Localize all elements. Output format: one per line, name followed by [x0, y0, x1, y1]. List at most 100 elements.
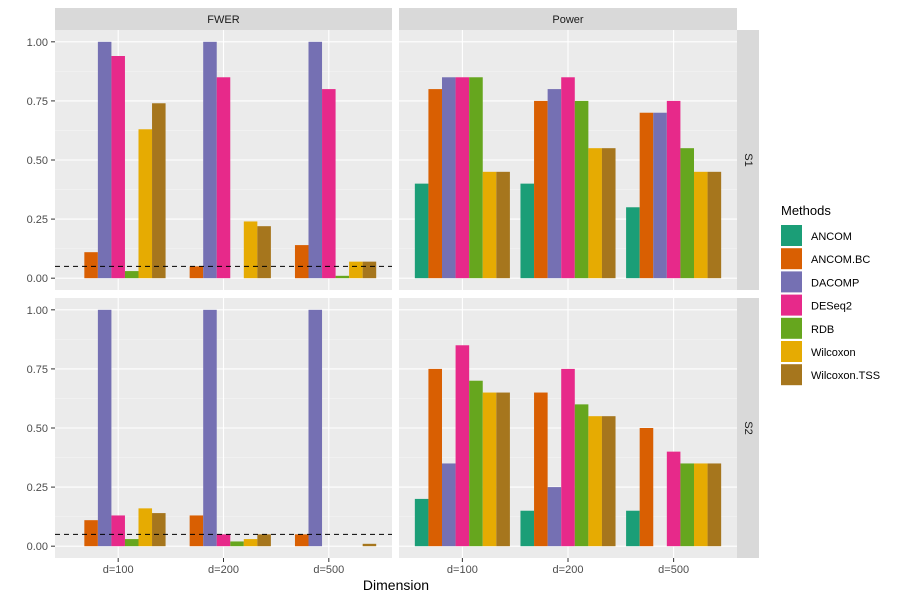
- bar-s1-power-d200-ancom-bc: [534, 100, 548, 279]
- bar-s2-power-d500-ancom: [626, 510, 640, 547]
- x-tick-label-fwer: d=100: [103, 564, 134, 576]
- bar-s1-fwer-d200-dacomp: [203, 41, 217, 279]
- facet-strip-s1: [737, 30, 759, 290]
- bar-s1-power-d200-wilcoxon: [588, 148, 602, 279]
- bar-s1-fwer-d100-deseq2: [111, 56, 125, 279]
- bar-s2-fwer-d200-wilcoxon: [243, 539, 258, 547]
- x-axis-title: Dimension: [363, 577, 429, 593]
- x-tick-label-power: d=500: [658, 564, 689, 576]
- legend-title: Methods: [781, 203, 831, 218]
- y-tick-label-s2: 0.50: [27, 423, 48, 435]
- bar-s2-fwer-d100-dacomp: [97, 309, 112, 547]
- bar-s2-power-d500-wilcoxon: [693, 463, 708, 547]
- bar-s2-power-d100-deseq2: [455, 345, 470, 547]
- legend-key-dacomp: [781, 271, 802, 293]
- bar-s1-power-d100-ancom-bc: [428, 89, 443, 279]
- bar-s1-power-d100-wilcoxon-tss: [496, 171, 510, 279]
- bar-s2-power-d100-ancom: [414, 498, 429, 547]
- facet-strip-label-s1: S1: [742, 153, 754, 166]
- y-tick-label-s2: 0.75: [27, 364, 48, 376]
- bar-s1-fwer-d500-wilcoxon: [349, 261, 363, 279]
- bar-s1-fwer-d500-wilcoxon-tss: [362, 261, 377, 279]
- y-tick-label-s1: 0.50: [27, 155, 48, 167]
- bar-s1-power-d100-deseq2: [455, 77, 470, 279]
- bar-s2-power-d200-dacomp: [547, 487, 562, 547]
- y-tick-label-s2: 0.25: [27, 482, 48, 494]
- legend-label-wilcoxon: Wilcoxon: [811, 347, 856, 359]
- bar-s2-power-d200-wilcoxon-tss: [601, 416, 616, 547]
- bar-s1-power-d200-rdb: [574, 100, 589, 279]
- bar-s2-fwer-d100-deseq2: [111, 515, 125, 547]
- bar-s2-power-d500-ancom-bc: [639, 428, 654, 547]
- facet-strip-power: [399, 8, 737, 30]
- bar-s2-fwer-d100-rdb: [124, 539, 139, 547]
- bar-s2-fwer-d200-deseq2: [216, 534, 231, 547]
- y-tick-label-s2: 1.00: [27, 305, 48, 317]
- bar-s1-fwer-d100-wilcoxon-tss: [152, 103, 166, 279]
- y-tick-label-s1: 1.00: [27, 37, 48, 49]
- bar-s2-power-d500-wilcoxon-tss: [707, 463, 722, 547]
- bar-s1-fwer-d500-ancom-bc: [294, 245, 309, 279]
- legend-label-dacomp: DACOMP: [811, 277, 859, 289]
- y-tick-label-s2: 0.00: [27, 541, 48, 553]
- legend-label-ancom-bc: ANCOM.BC: [811, 254, 870, 266]
- x-tick-label-fwer: d=200: [208, 564, 239, 576]
- bar-s1-fwer-d500-rdb: [335, 275, 350, 279]
- bar-s1-power-d500-wilcoxon: [693, 171, 708, 279]
- bar-s1-power-d100-wilcoxon: [482, 171, 497, 279]
- bar-s2-fwer-d100-wilcoxon-tss: [152, 513, 166, 547]
- bar-s1-power-d100-ancom: [414, 183, 429, 279]
- bar-s2-fwer-d200-rdb: [230, 541, 244, 547]
- bar-s1-power-d100-rdb: [469, 77, 483, 279]
- bar-s2-power-d500-rdb: [680, 463, 694, 547]
- legend-key-deseq2: [781, 294, 802, 316]
- bar-s2-power-d200-ancom: [520, 510, 535, 547]
- legend-label-ancom: ANCOM: [811, 231, 852, 243]
- y-tick-label-s1: 0.75: [27, 96, 48, 108]
- bar-s1-fwer-d100-ancom-bc: [84, 252, 98, 279]
- y-tick-label-s1: 0.00: [27, 273, 48, 285]
- x-tick-label-power: d=100: [447, 564, 478, 576]
- bar-s2-power-d200-rdb: [574, 404, 589, 547]
- facet-strip-label-power: Power: [552, 14, 584, 26]
- legend-label-deseq2: DESeq2: [811, 301, 852, 313]
- legend-label-rdb: RDB: [811, 324, 834, 336]
- legend-key-ancom: [781, 225, 802, 246]
- bar-s1-power-d200-ancom: [520, 183, 535, 279]
- bar-s1-fwer-d100-rdb: [124, 271, 139, 279]
- bar-s2-power-d500-deseq2: [666, 451, 681, 547]
- bar-s2-fwer-d500-dacomp: [308, 309, 323, 547]
- bar-s1-fwer-d500-deseq2: [322, 89, 336, 279]
- bar-s2-power-d100-wilcoxon: [482, 392, 497, 547]
- bar-s1-fwer-d500-dacomp: [308, 41, 323, 279]
- bar-s1-fwer-d200-wilcoxon-tss: [257, 226, 271, 279]
- bar-s1-fwer-d100-dacomp: [97, 41, 112, 279]
- bar-s2-power-d200-ancom-bc: [534, 392, 548, 547]
- x-tick-label-fwer: d=500: [313, 564, 344, 576]
- bar-s2-fwer-d200-ancom-bc: [189, 515, 204, 547]
- bar-s2-fwer-d100-ancom-bc: [84, 520, 98, 547]
- legend-key-ancom-bc: [781, 248, 802, 270]
- legend-key-wilcoxon: [781, 341, 802, 362]
- bar-s1-power-d500-wilcoxon-tss: [707, 171, 722, 279]
- bar-s2-power-d100-wilcoxon-tss: [496, 392, 510, 547]
- facet-strip-s2: [737, 298, 759, 558]
- bar-s1-fwer-d100-wilcoxon: [138, 129, 153, 279]
- bar-s2-power-d200-deseq2: [561, 368, 575, 547]
- bar-s1-power-d200-dacomp: [547, 89, 562, 279]
- bar-s2-fwer-d500-wilcoxon-tss: [362, 543, 377, 547]
- bar-s2-fwer-d200-dacomp: [203, 309, 217, 547]
- legend-label-wilcoxon-tss: Wilcoxon.TSS: [811, 370, 880, 382]
- legend-key-rdb: [781, 317, 802, 339]
- legend-key-wilcoxon-tss: [781, 364, 802, 386]
- bar-s1-fwer-d200-deseq2: [216, 77, 231, 279]
- bar-s2-power-d200-wilcoxon: [588, 416, 602, 547]
- y-tick-label-s1: 0.25: [27, 214, 48, 226]
- facet-strip-fwer: [55, 8, 392, 30]
- bar-s2-fwer-d500-ancom-bc: [294, 534, 309, 547]
- bar-s1-power-d200-wilcoxon-tss: [601, 148, 616, 279]
- bar-s1-fwer-d200-wilcoxon: [243, 221, 258, 279]
- x-tick-label-power: d=200: [553, 564, 584, 576]
- bar-s1-power-d200-deseq2: [561, 77, 575, 279]
